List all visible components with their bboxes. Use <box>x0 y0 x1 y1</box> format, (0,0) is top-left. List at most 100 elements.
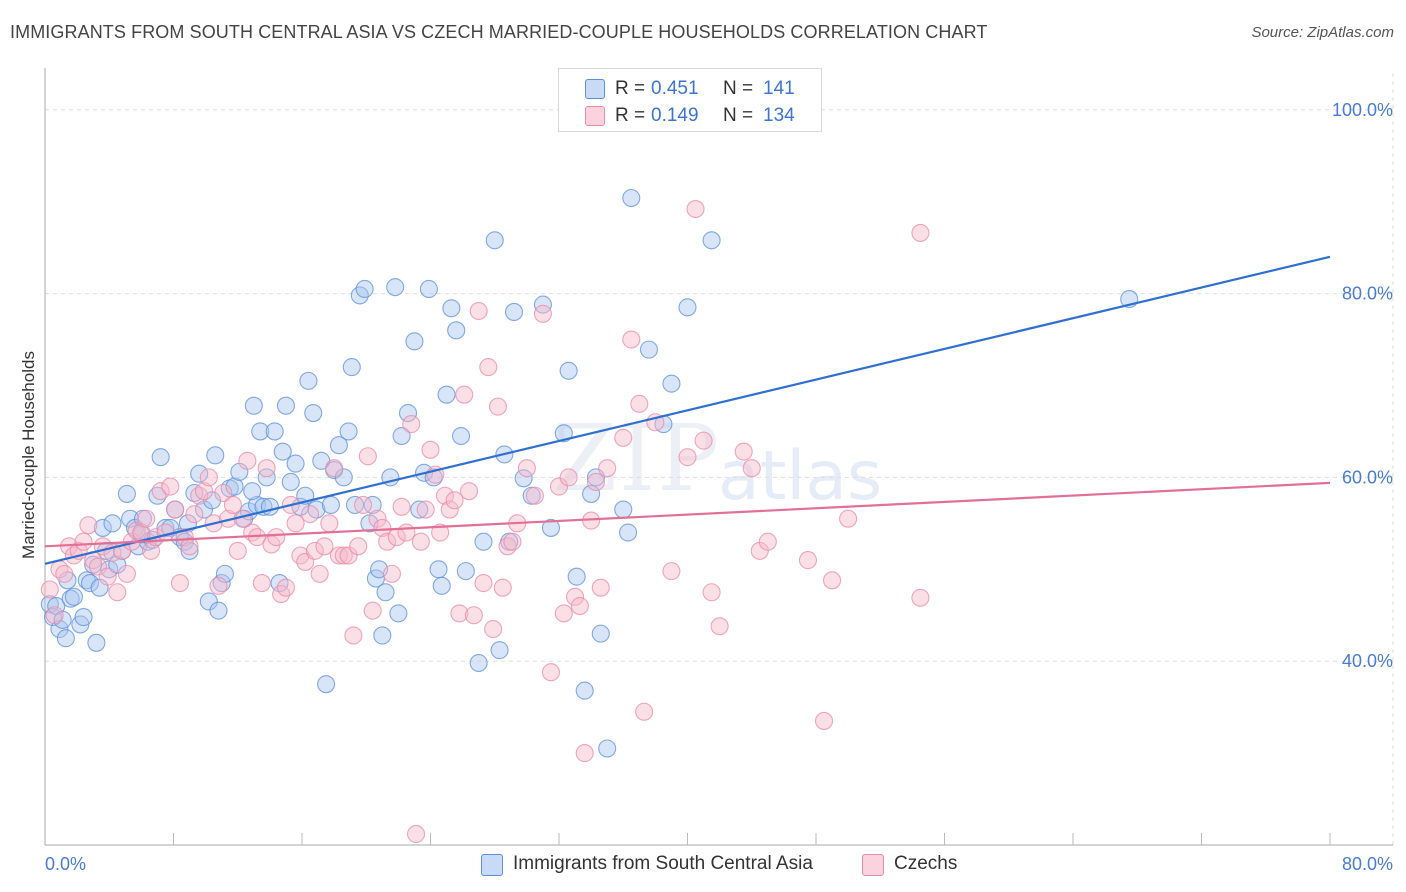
pink-point <box>630 394 649 413</box>
blue-point <box>614 500 633 519</box>
blue-point <box>419 279 438 299</box>
pink-point <box>406 824 426 844</box>
pink-point <box>455 385 474 404</box>
pink-point <box>257 459 276 478</box>
blue-point <box>317 675 336 694</box>
y-tick-label: 60.0% <box>1342 467 1393 487</box>
stats-legend: R = 0.451 N = 141 R = 0.149 N = 134 <box>558 68 822 132</box>
pink-point <box>549 477 569 496</box>
blue-point <box>321 495 340 515</box>
blue-point <box>456 562 475 581</box>
legend-n-value: 134 <box>763 105 795 126</box>
blue-point <box>244 396 263 415</box>
pink-point <box>358 447 377 466</box>
blue-point <box>304 403 323 423</box>
legend-r-value: 0.451 <box>651 78 699 99</box>
watermark-atlas: atlas <box>718 437 883 516</box>
blue-point <box>373 626 392 645</box>
blue-point <box>329 436 348 455</box>
blue-point <box>342 358 361 377</box>
pink-point <box>678 448 697 467</box>
pink-point <box>300 505 320 524</box>
pink-point <box>276 578 295 597</box>
pink-point <box>363 601 382 620</box>
pink-point <box>45 606 64 625</box>
pink-point <box>252 574 271 593</box>
pink-point <box>223 495 242 515</box>
blue-point <box>598 739 617 758</box>
pink-point <box>108 583 127 602</box>
legend-swatch-blue <box>585 79 605 99</box>
blue-point <box>389 604 408 623</box>
pink-point <box>117 564 136 583</box>
blue-point <box>339 422 358 441</box>
pink-point <box>493 578 512 597</box>
legend-r-label: R = <box>615 105 646 126</box>
pink-point <box>459 482 479 501</box>
pink-point <box>702 583 721 602</box>
pink-point <box>758 532 777 551</box>
blue-point <box>392 426 411 446</box>
blue-point <box>432 576 451 595</box>
pink-point <box>411 532 430 551</box>
blue-point <box>619 523 638 542</box>
blue-point <box>639 340 659 359</box>
blue-point <box>424 468 443 487</box>
pink-point <box>339 546 358 565</box>
pink-point <box>180 537 199 556</box>
pink-point <box>911 223 930 242</box>
pink-point <box>199 468 218 487</box>
pink-point <box>694 431 713 450</box>
pink-point <box>74 532 93 551</box>
blue-point <box>93 518 112 537</box>
blue-point <box>209 601 228 620</box>
blue-point <box>582 484 601 503</box>
blue-point <box>117 484 136 503</box>
pink-point <box>566 587 585 606</box>
pink-point <box>175 528 194 547</box>
legend-swatch-pink <box>585 106 605 126</box>
axes <box>44 68 1393 846</box>
pink-point <box>151 482 170 501</box>
series-blue-points <box>40 188 1139 758</box>
blue-point <box>74 608 93 627</box>
trend-line-blue <box>44 255 1331 565</box>
pink-point <box>488 397 508 416</box>
pink-point <box>814 711 834 730</box>
blue-point <box>56 629 75 648</box>
pink-point <box>598 459 617 478</box>
blue-point <box>355 279 374 299</box>
blue-point <box>405 332 424 351</box>
pink-point <box>40 580 59 599</box>
pink-point <box>320 514 339 533</box>
pink-point <box>450 604 469 623</box>
blue-point <box>199 592 218 611</box>
blue-point <box>437 385 456 404</box>
blue-point <box>260 497 279 516</box>
pink-point <box>474 574 493 593</box>
pink-point <box>238 451 257 470</box>
pink-point <box>823 571 842 590</box>
pink-point <box>435 486 455 505</box>
blue-point <box>514 469 533 488</box>
blue-point <box>206 446 225 465</box>
blue-point <box>281 472 300 492</box>
pink-point <box>185 505 204 524</box>
pink-point <box>325 459 344 478</box>
pink-point <box>911 588 930 607</box>
pink-point <box>79 516 98 535</box>
pink-point <box>554 604 573 623</box>
blue-point <box>225 477 244 496</box>
pink-point <box>710 617 729 636</box>
legend-n-label: N = <box>723 78 754 99</box>
blue-point <box>662 374 681 393</box>
blue-point <box>504 302 524 322</box>
pink-point <box>382 564 402 583</box>
pink-point <box>464 606 483 625</box>
blue-point <box>103 514 122 533</box>
blue-point <box>299 371 318 390</box>
blue-point <box>490 641 509 660</box>
blue-point <box>243 482 262 501</box>
tick-labels: 40.0% 60.0% 80.0% 100.0% 0.0% 80.0% <box>45 100 1393 874</box>
